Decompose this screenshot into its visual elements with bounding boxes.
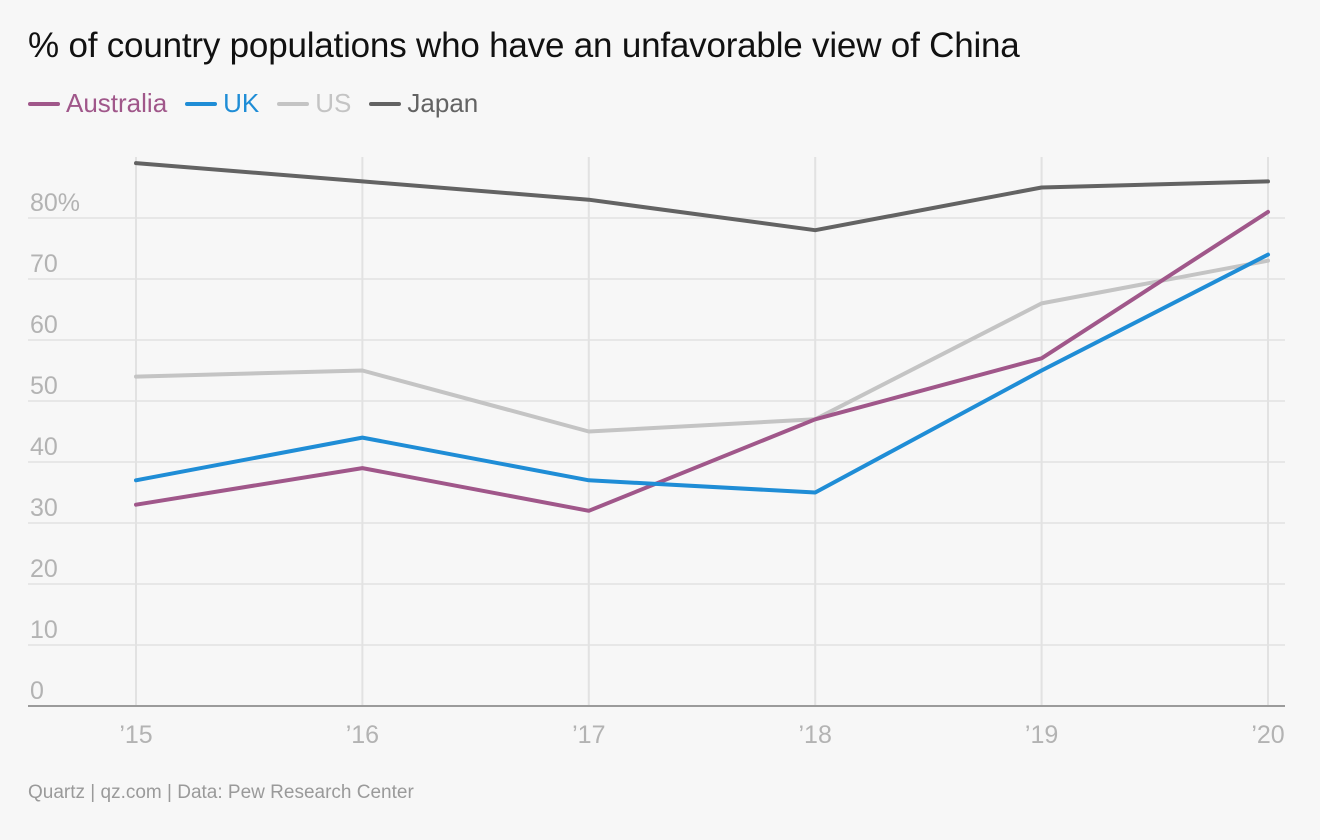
- y-tick-label: 40: [30, 433, 58, 461]
- y-tick-label: 80%: [30, 189, 80, 217]
- y-tick-label: 60: [30, 311, 58, 339]
- legend-swatch-uk: [185, 101, 218, 106]
- chart-title: % of country populations who have an unf…: [28, 26, 1020, 65]
- x-tick-label: ’18: [799, 721, 832, 749]
- legend-item-uk: UK: [185, 88, 259, 119]
- legend: Australia UK US Japan: [28, 88, 496, 119]
- legend-swatch-us: [277, 101, 310, 106]
- legend-label-australia: Australia: [66, 88, 168, 118]
- y-tick-label: 70: [30, 250, 58, 278]
- x-tick-label: ’20: [1251, 721, 1284, 749]
- series-line-uk: [134, 252, 1270, 495]
- x-tick-label: ’17: [572, 721, 605, 749]
- y-tick-label: 20: [30, 555, 58, 583]
- x-tick-label: ’19: [1025, 721, 1058, 749]
- y-tick-label: 0: [30, 677, 44, 705]
- source-credit: Quartz | qz.com | Data: Pew Research Cen…: [28, 782, 414, 803]
- x-tick-label: ’15: [119, 721, 152, 749]
- y-tick-label: 30: [30, 494, 58, 522]
- legend-swatch-australia: [28, 101, 60, 106]
- legend-label-uk: UK: [223, 88, 260, 118]
- legend-item-us: US: [277, 88, 351, 119]
- legend-swatch-japan: [369, 101, 402, 106]
- series-line-us: [134, 258, 1270, 434]
- legend-label-us: US: [315, 88, 352, 118]
- y-tick-label: 50: [30, 372, 58, 400]
- legend-item-australia: Australia: [28, 88, 167, 119]
- x-tick-label: ’16: [346, 721, 379, 749]
- legend-label-japan: Japan: [407, 88, 479, 118]
- series-line-japan: [134, 161, 1270, 233]
- y-tick-label: 10: [30, 616, 58, 644]
- series-line-australia: [134, 209, 1270, 513]
- legend-item-japan: Japan: [369, 88, 478, 119]
